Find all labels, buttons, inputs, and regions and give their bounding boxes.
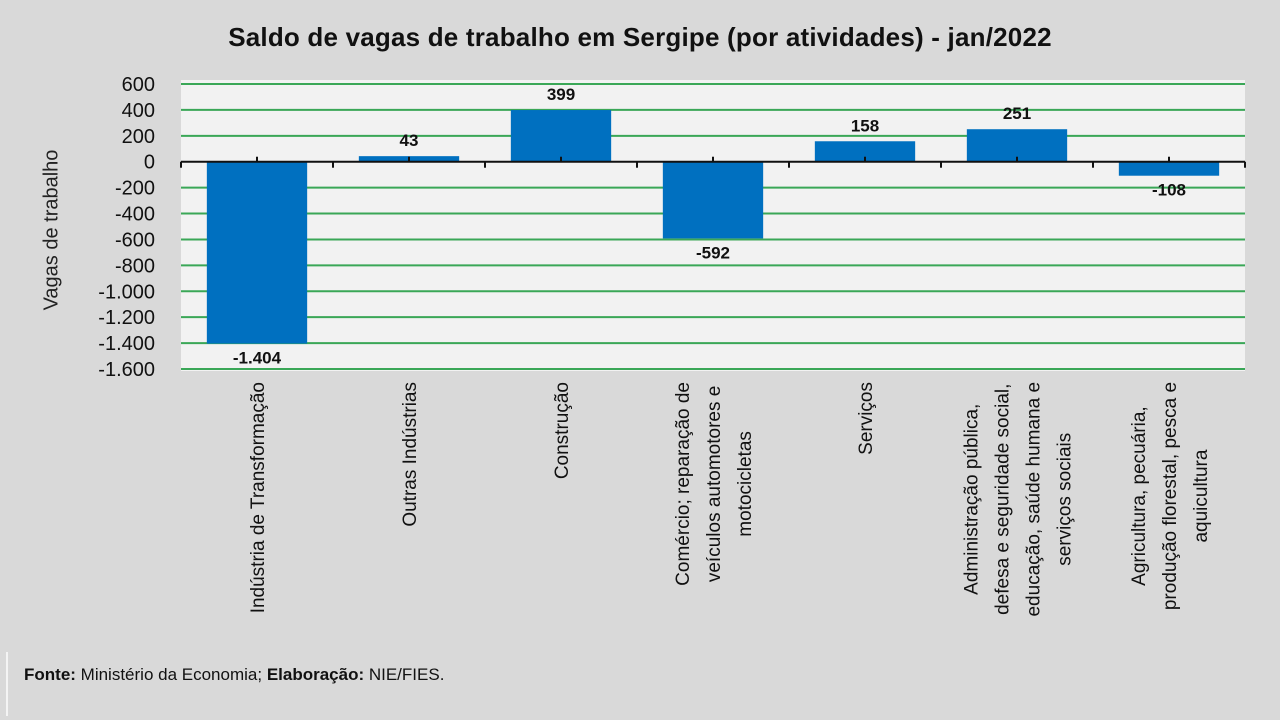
x-category-label: Comércio; reparação de veículos automotor… [673, 382, 756, 586]
bar [206, 161, 308, 344]
x-category-label: Outras Indústrias [400, 382, 421, 527]
y-tick-label: -600 [115, 229, 155, 251]
footer-panel [6, 652, 1276, 716]
x-tick-label-line: Indústria de Transformação [248, 382, 269, 613]
x-tick-label-line: Serviços [856, 382, 877, 455]
x-tick-label-line: veículos automotores e [704, 386, 725, 582]
x-tick-label-line: serviços sociais [1055, 433, 1076, 566]
data-label: -1.404 [233, 349, 282, 368]
x-tick-label-line: Agricultura, pecuária, [1129, 406, 1150, 586]
elaboration-label: Elaboração: [266, 665, 365, 684]
bar [814, 141, 916, 162]
x-tick-label-line: Administração pública, [962, 404, 983, 595]
x-tick-label-line: Outras Indústrias [400, 382, 421, 527]
y-tick-label: -800 [115, 255, 155, 277]
x-axis [180, 156, 1246, 168]
data-label: 251 [1003, 104, 1031, 123]
elaboration-text: NIE/FIES. [364, 665, 445, 684]
bar [662, 161, 764, 239]
x-category-label: Serviços [856, 382, 877, 455]
x-axis-labels: Indústria de Transformação Outras Indústr… [248, 382, 1212, 617]
data-label: -592 [696, 243, 730, 262]
chart-title: Saldo de vagas de trabalho em Sergipe (p… [228, 22, 1052, 52]
y-tick-label: -1.600 [98, 359, 155, 381]
x-category-label: Indústria de Transformação [248, 382, 269, 613]
source-text: Ministério da Economia; [75, 665, 267, 684]
data-labels: -1.404 43 399 -592 158 251 -108 [233, 85, 1186, 368]
data-label: 399 [547, 85, 575, 104]
source-label: Fonte: [24, 665, 76, 684]
x-tick-label-line: educação, saúde humana e [1024, 382, 1045, 617]
y-tick-label: 400 [122, 100, 155, 122]
source-note: Fonte: Ministério da Economia; Elaboraçã… [24, 665, 444, 685]
x-tick-label-line: motocicletas [735, 431, 756, 537]
x-category-label: Construção [552, 382, 573, 479]
bar [1118, 161, 1220, 176]
y-tick-label: 0 [144, 152, 155, 174]
gridlines [181, 83, 1245, 370]
x-category-label: Administração pública, defesa e seguridad… [962, 382, 1076, 617]
x-tick-label-line: aquicultura [1191, 449, 1212, 542]
bar [510, 110, 612, 162]
data-label: 43 [400, 131, 419, 150]
x-tick-label-line: produção florestal, pesca e [1160, 382, 1181, 610]
y-tick-label: -400 [115, 204, 155, 226]
data-label: 158 [851, 116, 879, 135]
x-tick-label-line: defesa e seguridade social, [993, 384, 1014, 615]
x-tick-label-line: Construção [552, 382, 573, 479]
x-tick-label-line: Comércio; reparação de [673, 382, 694, 586]
y-tick-label: 200 [122, 126, 155, 148]
y-tick-label: -1.000 [98, 281, 155, 303]
bar [966, 129, 1068, 162]
data-label: -108 [1152, 181, 1186, 200]
y-tick-label: -1.400 [98, 333, 155, 355]
y-tick-label: -1.200 [98, 307, 155, 329]
y-axis-ticks: 600 400 200 0 -200 -400 -600 -800 -1.000 -1.200 -1… [98, 74, 155, 381]
y-tick-label: -200 [115, 178, 155, 200]
x-category-label: Agricultura, pecuária, produção florestal… [1129, 382, 1212, 610]
bars [206, 110, 1220, 344]
y-tick-label: 600 [122, 74, 155, 96]
